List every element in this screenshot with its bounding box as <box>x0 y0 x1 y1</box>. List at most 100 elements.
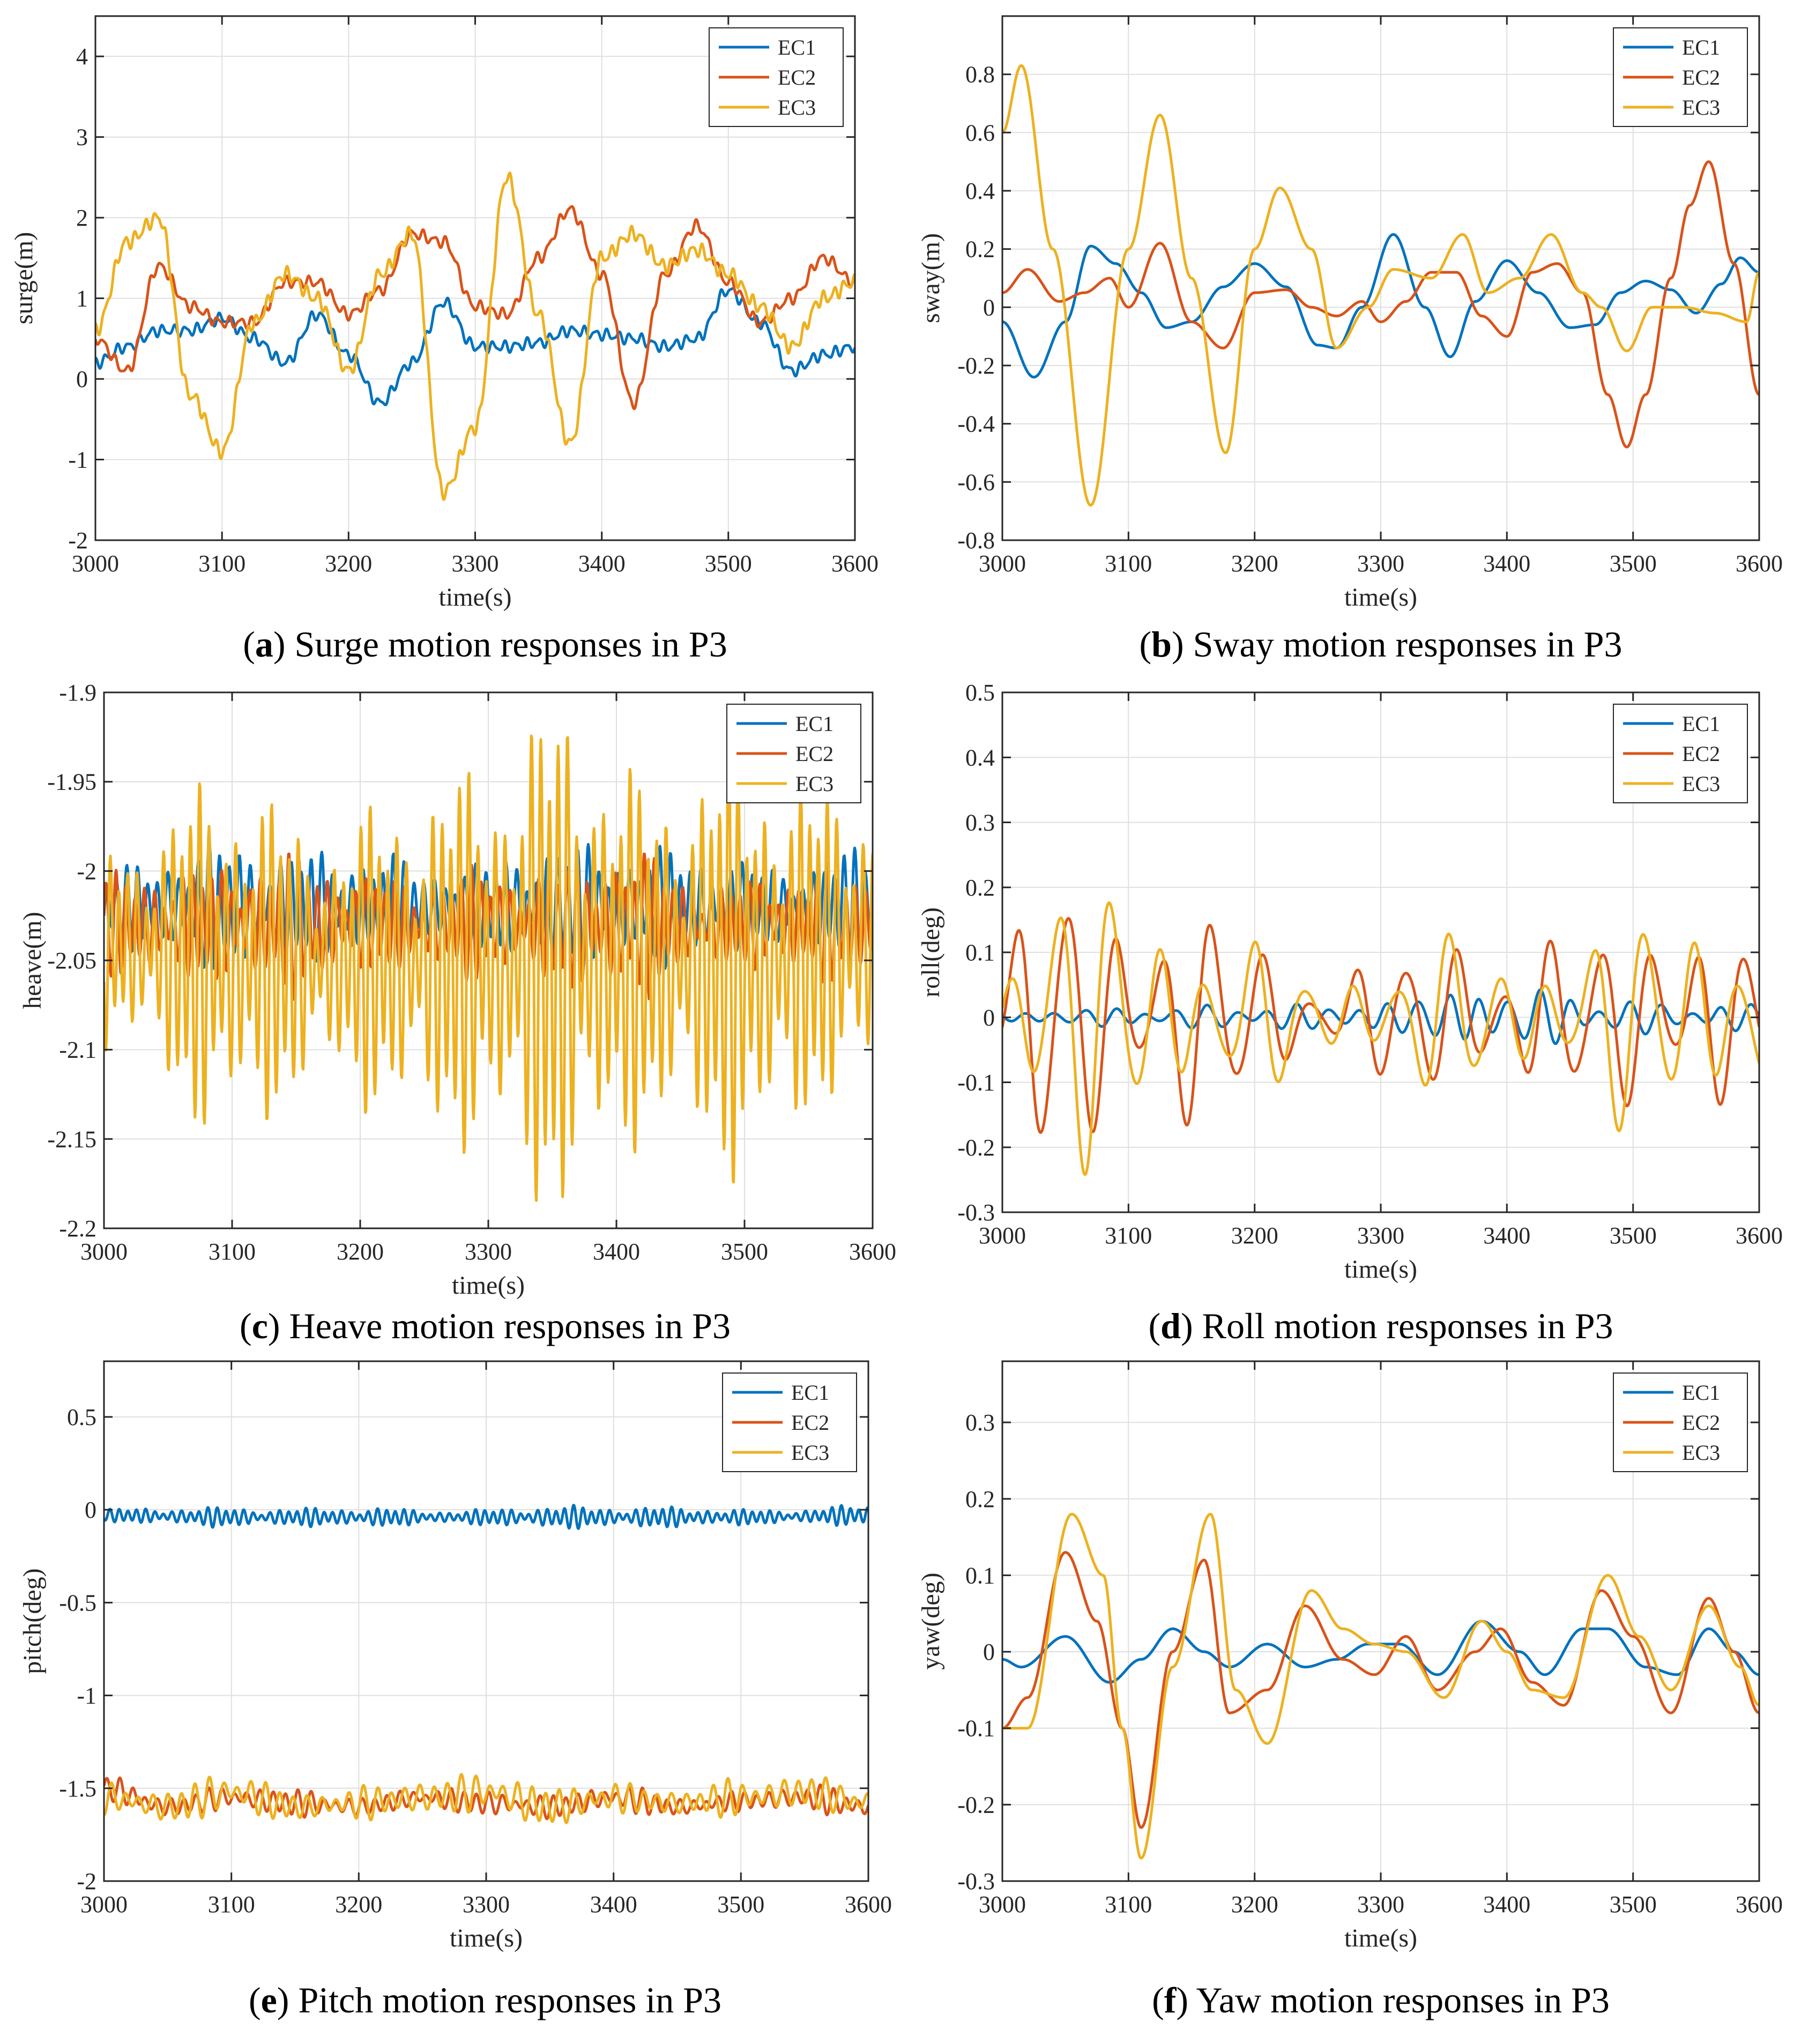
y-tick-label: 0.3 <box>965 810 995 836</box>
y-tick-label: -0.3 <box>957 1868 995 1894</box>
panel-caption: (d) Roll motion responses in P3 <box>1148 1306 1613 1346</box>
x-tick-label: 3400 <box>578 550 626 577</box>
caption-text: Yaw motion responses in P3 <box>1188 1980 1610 2020</box>
caption-letter: f <box>1164 1980 1177 2020</box>
x-tick-label: 3600 <box>1736 1222 1783 1249</box>
caption-open: ( <box>1139 624 1151 665</box>
series-group <box>1002 64 1759 507</box>
y-tick-label: 0.4 <box>965 744 995 771</box>
caption-letter: a <box>255 624 273 665</box>
series-line-ec1 <box>1002 233 1759 379</box>
x-tick-label: 3000 <box>979 1222 1026 1249</box>
y-tick-label: 0 <box>983 1639 995 1665</box>
x-tick-label: 3400 <box>1483 550 1530 577</box>
y-tick-label: 0.1 <box>965 939 995 966</box>
y-tick-label: 0.1 <box>965 1562 995 1588</box>
legend: EC1 EC2 EC3 <box>1613 27 1748 127</box>
y-tick-label: -0.3 <box>957 1199 995 1226</box>
x-tick-label: 3300 <box>452 550 499 577</box>
y-tick-label: -0.8 <box>957 527 995 554</box>
y-tick-label: 0.8 <box>965 62 995 88</box>
legend-label-ec2: EC2 <box>791 1411 829 1435</box>
caption-open: ( <box>243 624 255 665</box>
x-tick-label: 3300 <box>465 1239 512 1265</box>
x-tick-label: 3600 <box>849 1239 896 1265</box>
x-tick-label: 3600 <box>831 550 879 577</box>
chart-panel-e: 3000 3100 3200 3300 3400 3500 3600 -2 -1.5 -1 -0.5… <box>18 1360 892 2020</box>
caption-open: ( <box>249 1980 261 2020</box>
caption-text: Heave motion responses in P3 <box>280 1306 731 1346</box>
caption-open: ( <box>1152 1980 1164 2020</box>
caption-text: Sway motion responses in P3 <box>1184 624 1623 665</box>
y-tick-label: -0.2 <box>957 353 995 379</box>
x-tick-label: 3100 <box>198 550 245 577</box>
x-tick-label: 3500 <box>721 1239 768 1265</box>
legend-label-ec3: EC3 <box>1682 95 1720 120</box>
y-tick-label: 0.5 <box>67 1404 96 1430</box>
chart-panel-d: 3000 3100 3200 3300 3400 3500 3600 -0.3 -0.2 -0.1… <box>917 680 1783 1346</box>
chart-panel-b: 3000 3100 3200 3300 3400 3500 3600 -0.8 -0.6 -0.4… <box>917 15 1783 665</box>
x-tick-label: 3600 <box>1736 550 1783 577</box>
x-tick-label: 3200 <box>1231 1891 1278 1918</box>
series-line-ec2 <box>1002 917 1759 1134</box>
y-axis-label: yaw(deg) <box>917 1572 945 1669</box>
caption-close: ) <box>1181 1306 1193 1346</box>
legend-label-ec2: EC2 <box>1682 65 1720 89</box>
x-tick-label: 3500 <box>705 550 752 577</box>
y-tick-label: -1.5 <box>59 1776 96 1802</box>
x-tick-label: 3300 <box>463 1891 510 1918</box>
x-axis-label: time(s) <box>1344 583 1417 611</box>
caption-text: Surge motion responses in P3 <box>286 624 727 665</box>
series-line-ec3 <box>104 1773 868 1824</box>
x-tick-label: 3100 <box>1105 1222 1152 1249</box>
legend-label-ec1: EC1 <box>1682 1381 1720 1405</box>
panel-caption: (c) Heave motion responses in P3 <box>240 1306 731 1346</box>
legend: EC1 EC2 EC3 <box>1613 1372 1748 1472</box>
panel-caption: (e) Pitch motion responses in P3 <box>249 1980 721 2020</box>
x-tick-label: 3100 <box>209 1239 256 1265</box>
y-axis-label: pitch(deg) <box>18 1568 47 1674</box>
series-line-ec1 <box>104 1504 868 1530</box>
x-axis-label: time(s) <box>452 1271 525 1300</box>
y-tick-label: 2 <box>76 205 88 231</box>
caption-close: ) <box>277 1980 289 2020</box>
y-tick-label: 0.2 <box>965 1486 995 1512</box>
legend-label-ec1: EC1 <box>1682 712 1720 736</box>
x-tick-label: 3400 <box>1483 1891 1530 1918</box>
series-group <box>95 171 855 501</box>
caption-close: ) <box>273 624 286 665</box>
series-line-ec3 <box>104 734 873 1202</box>
x-tick-label: 3100 <box>1105 1891 1152 1918</box>
y-tick-label: 0 <box>983 1004 995 1031</box>
x-tick-label: 3300 <box>1357 550 1404 577</box>
series-group <box>1002 901 1759 1176</box>
x-tick-label: 3300 <box>1357 1222 1404 1249</box>
y-tick-label: -0.2 <box>957 1792 995 1818</box>
caption-close: ) <box>1176 1980 1188 2020</box>
x-tick-label: 3000 <box>80 1239 128 1265</box>
legend-label-ec1: EC1 <box>1682 35 1720 59</box>
legend-label-ec3: EC3 <box>791 1441 829 1465</box>
series-line-ec1 <box>95 287 855 407</box>
caption-letter: d <box>1160 1306 1181 1346</box>
legend-label-ec2: EC2 <box>1682 1411 1720 1435</box>
x-tick-label: 3400 <box>1483 1222 1530 1249</box>
caption-letter: e <box>261 1980 277 2020</box>
y-tick-label: 0 <box>983 294 995 320</box>
legend: EC1 EC2 EC3 <box>709 27 844 127</box>
panel-caption: (f) Yaw motion responses in P3 <box>1152 1980 1610 2020</box>
legend-label-ec1: EC1 <box>795 712 833 736</box>
series-group <box>1002 1512 1759 1860</box>
series-line-ec3 <box>1002 901 1759 1176</box>
y-tick-label: -1.9 <box>59 680 96 706</box>
legend-label-ec3: EC3 <box>795 772 833 796</box>
x-tick-label: 3000 <box>979 1891 1026 1918</box>
y-tick-label: 0.2 <box>965 236 995 263</box>
y-tick-label: -1 <box>77 1683 96 1709</box>
y-tick-label: -0.5 <box>59 1590 96 1616</box>
caption-text: Roll motion responses in P3 <box>1193 1306 1613 1346</box>
y-tick-label: -1 <box>68 447 88 473</box>
panel-caption: (a) Surge motion responses in P3 <box>243 624 727 665</box>
caption-close: ) <box>268 1306 280 1346</box>
y-axis-label: sway(m) <box>917 233 945 323</box>
